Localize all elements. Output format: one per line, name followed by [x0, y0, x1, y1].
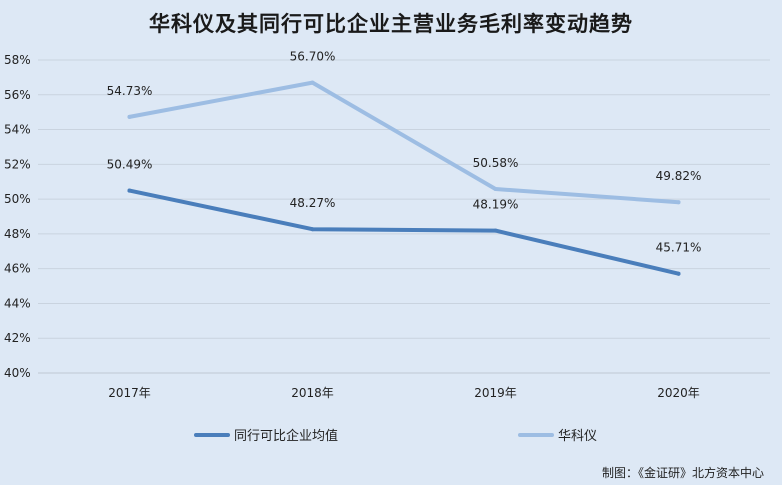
y-tick-label: 58%: [4, 53, 31, 67]
data-label: 49.82%: [656, 169, 702, 183]
data-label: 45.71%: [656, 241, 702, 255]
data-point: [676, 200, 681, 205]
y-tick-label: 46%: [4, 262, 31, 276]
y-tick-label: 44%: [4, 296, 31, 310]
x-tick-label: 2020年: [657, 386, 700, 400]
data-label: 50.58%: [473, 156, 519, 170]
data-label: 56.70%: [290, 50, 336, 64]
data-label: 48.27%: [290, 196, 336, 210]
series-line-0: [127, 188, 681, 276]
series-line-1: [127, 80, 681, 205]
source-note: 制图：《金证研》北方资本中心: [601, 466, 764, 480]
data-point: [127, 114, 132, 119]
chart-title: 华科仪及其同行可比企业主营业务毛利率变动趋势: [149, 12, 633, 36]
y-tick-label: 54%: [4, 123, 31, 137]
y-tick-label: 56%: [4, 88, 31, 102]
x-tick-label: 2018年: [291, 386, 334, 400]
y-tick-label: 50%: [4, 192, 31, 206]
data-label: 50.49%: [107, 158, 153, 172]
y-tick-label: 40%: [4, 366, 31, 380]
y-tick-label: 48%: [4, 227, 31, 241]
x-tick-label: 2019年: [474, 386, 517, 400]
legend-label: 华科仪: [558, 429, 597, 444]
data-label: 48.19%: [473, 198, 519, 212]
data-point: [676, 271, 681, 276]
y-tick-label: 52%: [4, 157, 31, 171]
x-tick-label: 2017年: [108, 386, 151, 400]
data-point: [493, 187, 498, 192]
y-tick-label: 42%: [4, 331, 31, 345]
data-point: [310, 80, 315, 85]
data-label: 54.73%: [107, 84, 153, 98]
data-point: [493, 228, 498, 233]
data-point: [127, 188, 132, 193]
legend-label: 同行可比企业均值: [234, 428, 338, 444]
data-point: [310, 227, 315, 232]
